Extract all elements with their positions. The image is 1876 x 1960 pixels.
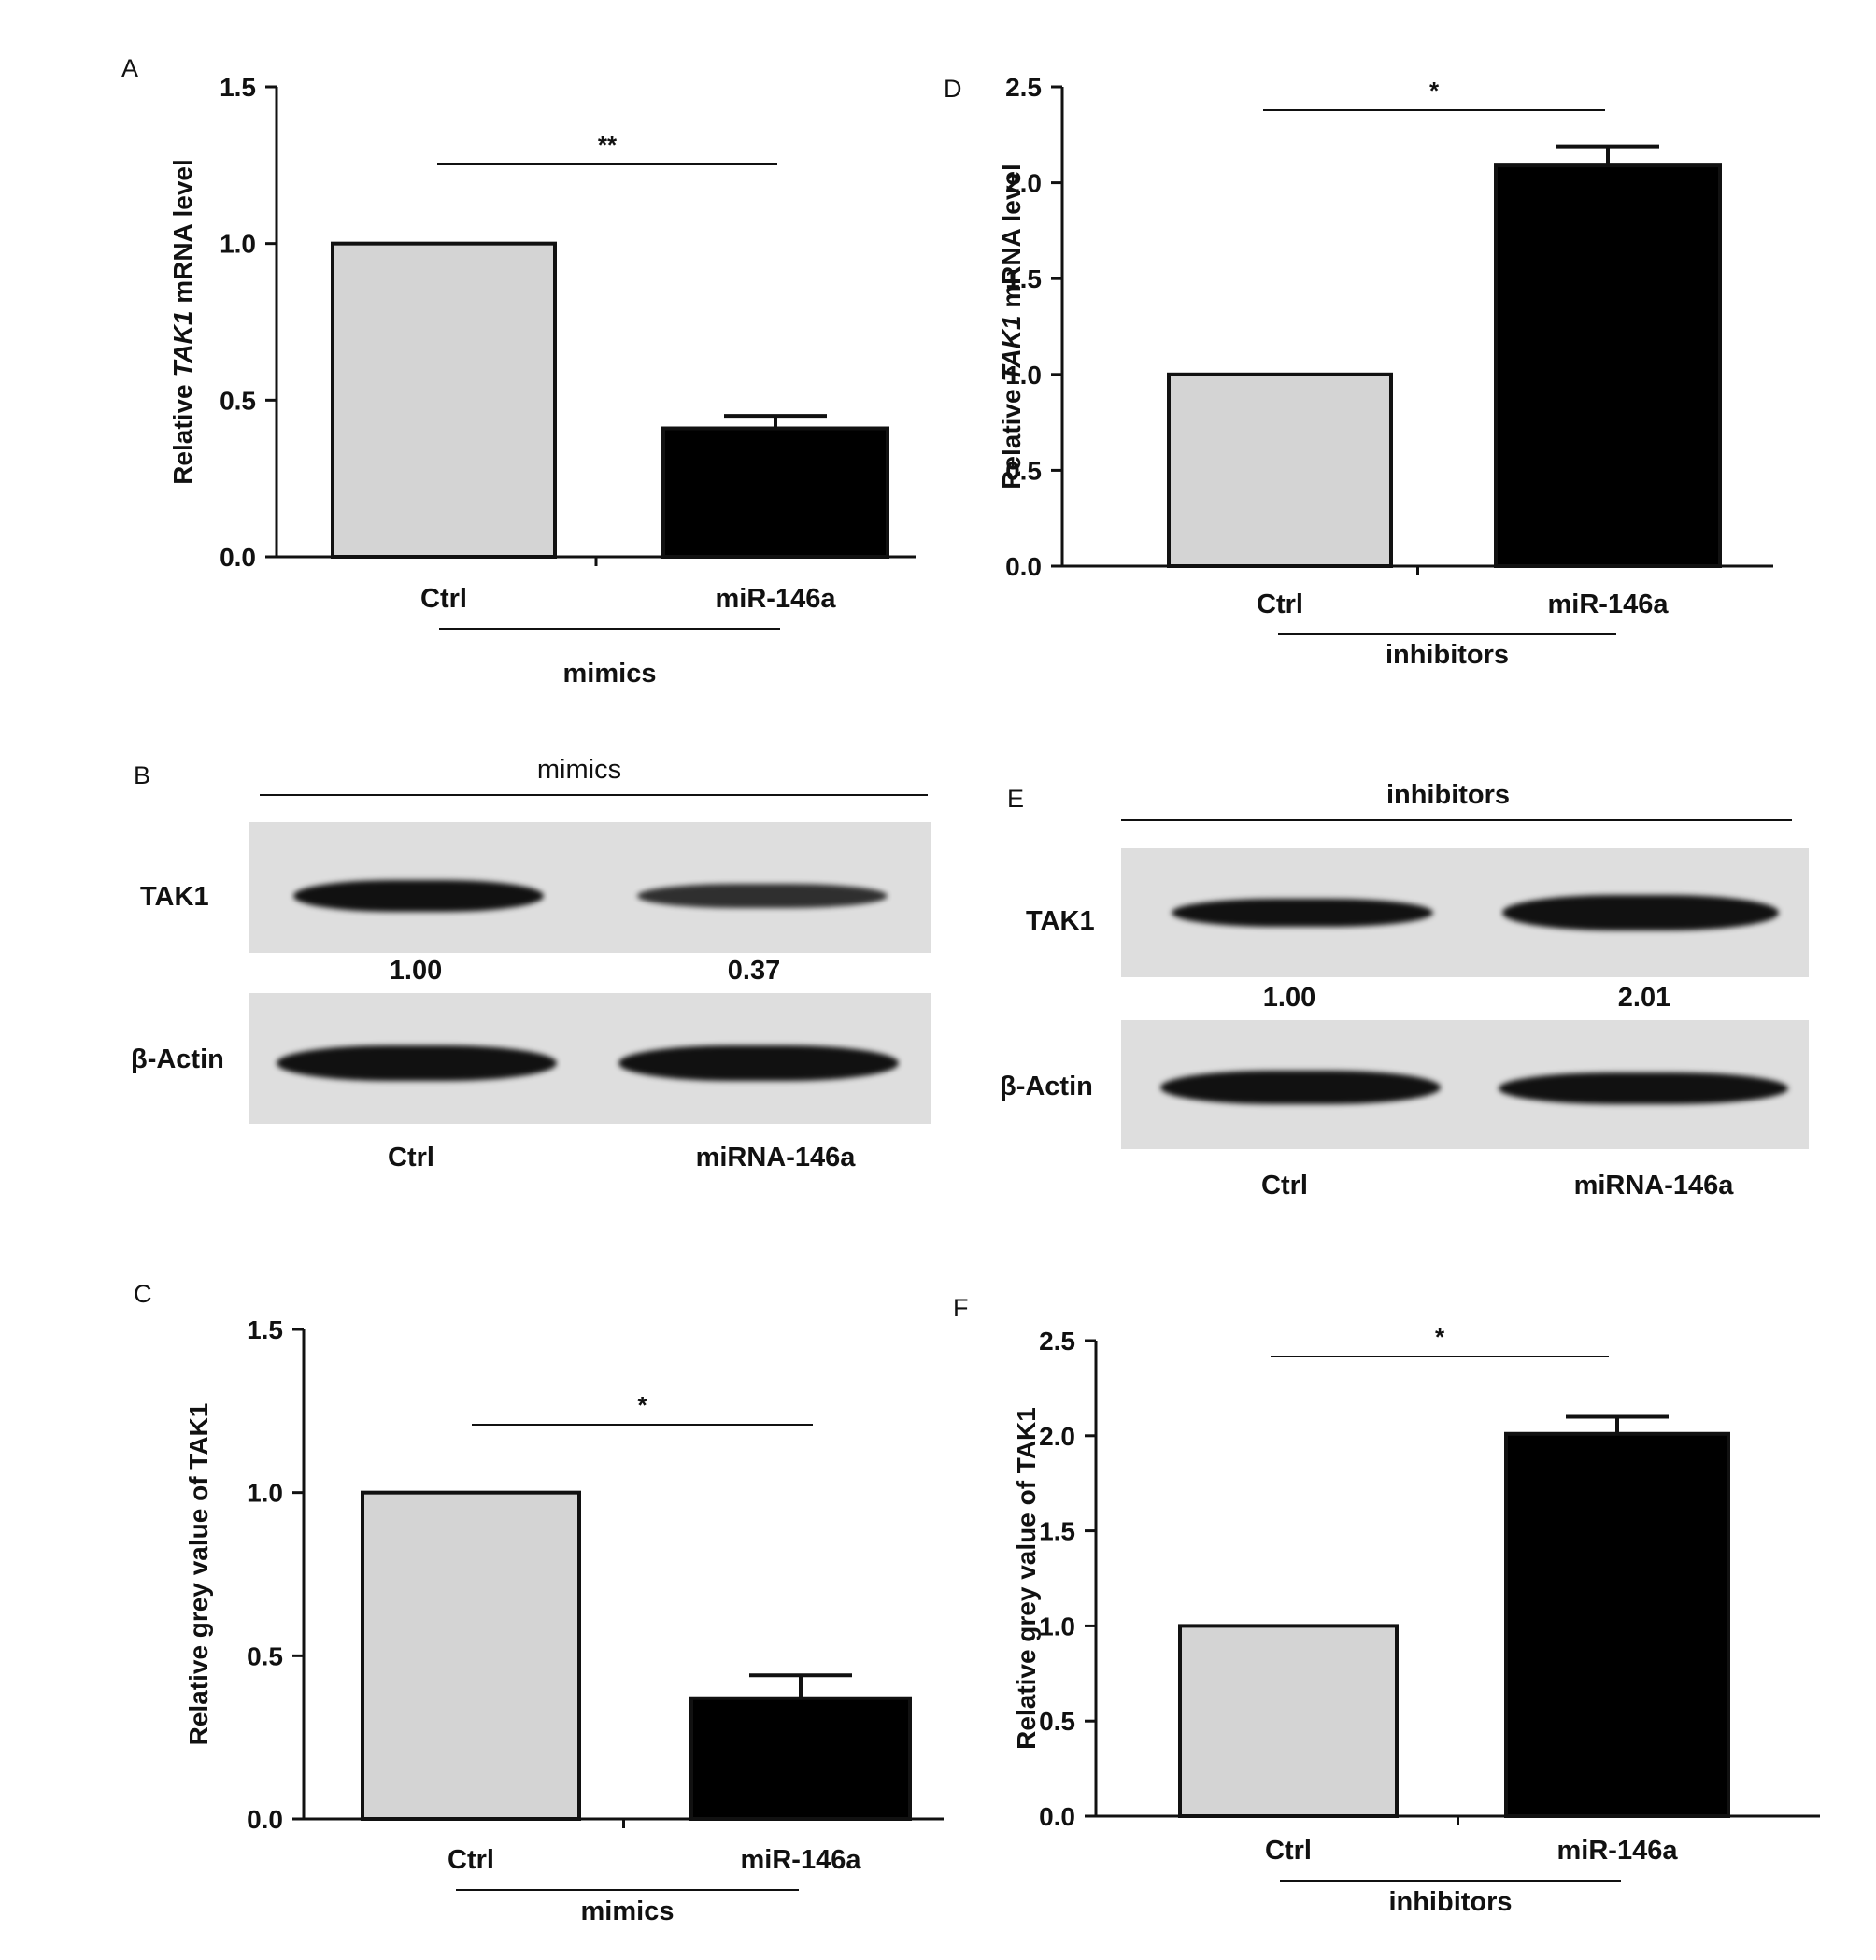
panel-letter-f: F <box>953 1294 969 1322</box>
blot-e-lane-mir: miRNA-146a <box>1573 1171 1734 1200</box>
blot-e-quant-mir: 2.01 <box>1617 983 1671 1013</box>
y-axis-label-a: Relative TAK1 mRNA level <box>168 159 197 485</box>
y-tick-label-f-2: 1.0 <box>1039 1612 1075 1640</box>
y-tick-label-c-0: 0.0 <box>247 1805 283 1834</box>
blot-b-tak1-strip <box>249 822 931 953</box>
bar-a-1 <box>661 426 889 559</box>
blot-e-lane-ctrl: Ctrl <box>1261 1171 1308 1200</box>
y-tick-label-f-1: 0.5 <box>1039 1707 1075 1736</box>
blot-b-actin-band-ctrl <box>277 1045 557 1081</box>
y-tick-label-d-4: 2.0 <box>1005 169 1042 198</box>
y-tick-label-c-1: 0.5 <box>247 1641 283 1670</box>
y-tick-label-d-0: 0.0 <box>1005 552 1042 581</box>
blot-e-header-rule <box>1121 819 1792 821</box>
y-tick-label-a-3: 1.5 <box>220 73 256 102</box>
category-label-d-1: miR-146a <box>1548 589 1670 619</box>
blot-e-actin-label: β-Actin <box>1000 1072 1093 1101</box>
category-label-a-0: Ctrl <box>420 584 467 614</box>
blot-b-header: mimics <box>536 755 622 785</box>
blot-e-actin-strip <box>1121 1020 1809 1149</box>
bar-f-0 <box>1178 1624 1399 1819</box>
y-tick-label-f-5: 2.5 <box>1039 1327 1075 1356</box>
group-label-f: inhibitors <box>1388 1887 1512 1917</box>
category-label-f-0: Ctrl <box>1265 1836 1312 1866</box>
blot-b-actin-band-mir <box>618 1045 899 1081</box>
blot-b-actin-label: β-Actin <box>131 1044 224 1074</box>
bar-c-0 <box>361 1490 581 1821</box>
y-tick-label-c-2: 1.0 <box>247 1479 283 1508</box>
blot-e-actin-band-mir <box>1499 1072 1788 1104</box>
y-tick-label-f-0: 0.0 <box>1039 1802 1075 1831</box>
category-label-f-1: miR-146a <box>1557 1836 1679 1866</box>
significance-mark-c: * <box>637 1391 647 1419</box>
blot-e-actin-band-ctrl <box>1160 1071 1441 1104</box>
y-tick-label-a-2: 1.0 <box>220 230 256 259</box>
y-tick-label-c-3: 1.5 <box>247 1315 283 1344</box>
blot-e-tak1-strip <box>1121 848 1809 977</box>
bar-d-0 <box>1167 372 1393 568</box>
blot-e-tak1-band-ctrl <box>1172 899 1433 927</box>
category-label-a-1: miR-146a <box>716 584 837 614</box>
y-axis-label-c: Relative grey value of TAK1 <box>184 1403 213 1746</box>
bar-a-0 <box>331 241 557 559</box>
y-axis-label-d: Relative TAK1 mRNA level <box>997 163 1026 490</box>
bar-d-1 <box>1494 163 1722 569</box>
category-label-c-0: Ctrl <box>448 1845 494 1875</box>
blot-e-quant-ctrl: 1.00 <box>1262 983 1316 1013</box>
y-tick-label-f-3: 1.5 <box>1039 1517 1075 1546</box>
blot-e-header: inhibitors <box>1386 780 1511 810</box>
blot-b-lane-mir: miRNA-146a <box>695 1143 856 1172</box>
blot-e-tak1-label: TAK1 <box>1026 906 1095 936</box>
group-label-d: inhibitors <box>1386 640 1509 670</box>
category-label-d-0: Ctrl <box>1257 589 1303 619</box>
significance-mark-d: * <box>1429 77 1440 105</box>
blot-e-tak1-band-mir <box>1502 895 1779 930</box>
category-label-c-1: miR-146a <box>741 1845 862 1875</box>
bar-c-1 <box>689 1696 912 1822</box>
panel-letter-c: C <box>134 1280 152 1308</box>
panel-letter-e: E <box>1007 785 1025 813</box>
blot-b-tak1-band-mir <box>637 884 888 908</box>
blot-b-header-rule <box>260 794 928 796</box>
blot-b-tak1-label: TAK1 <box>140 882 209 912</box>
group-label-a: mimics <box>563 659 657 689</box>
y-tick-label-a-0: 0.0 <box>220 543 256 572</box>
panel-letter-d: D <box>944 75 962 103</box>
group-label-c: mimics <box>581 1896 675 1926</box>
y-tick-label-d-1: 0.5 <box>1005 456 1042 485</box>
panel-letter-a: A <box>121 54 139 82</box>
y-tick-label-d-5: 2.5 <box>1005 73 1042 102</box>
panel-letter-b: B <box>134 761 151 789</box>
blot-b-actin-strip <box>249 993 931 1124</box>
y-tick-label-f-4: 2.0 <box>1039 1422 1075 1451</box>
y-tick-label-a-1: 0.5 <box>220 386 256 415</box>
bar-f-1 <box>1504 1431 1730 1819</box>
blot-b-lane-ctrl: Ctrl <box>388 1143 434 1172</box>
significance-mark-a: ** <box>598 131 618 159</box>
blot-b-tak1-band-ctrl <box>293 880 544 912</box>
blot-b-quant-ctrl: 1.00 <box>389 956 443 986</box>
y-axis-label-f: Relative grey value of TAK1 <box>1012 1407 1041 1750</box>
y-tick-label-d-2: 1.0 <box>1005 361 1042 390</box>
y-tick-label-d-3: 1.5 <box>1005 264 1042 293</box>
blot-b-quant-mir: 0.37 <box>727 956 781 986</box>
significance-mark-f: * <box>1435 1323 1445 1351</box>
